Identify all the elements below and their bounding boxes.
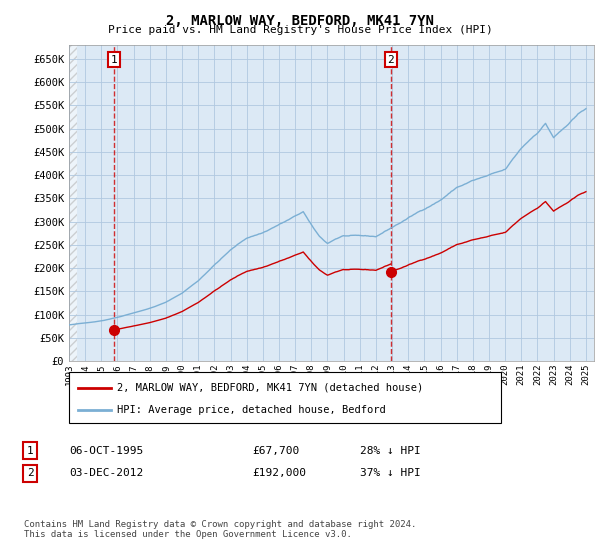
Text: 2: 2 [26, 468, 34, 478]
Text: £67,700: £67,700 [252, 446, 299, 456]
Text: 2, MARLOW WAY, BEDFORD, MK41 7YN (detached house): 2, MARLOW WAY, BEDFORD, MK41 7YN (detach… [117, 382, 423, 393]
Text: 2: 2 [388, 55, 394, 65]
Text: Price paid vs. HM Land Registry's House Price Index (HPI): Price paid vs. HM Land Registry's House … [107, 25, 493, 35]
Text: Contains HM Land Registry data © Crown copyright and database right 2024.
This d: Contains HM Land Registry data © Crown c… [24, 520, 416, 539]
Text: 1: 1 [110, 55, 118, 65]
Text: 03-DEC-2012: 03-DEC-2012 [69, 468, 143, 478]
Text: 37% ↓ HPI: 37% ↓ HPI [360, 468, 421, 478]
Text: HPI: Average price, detached house, Bedford: HPI: Average price, detached house, Bedf… [117, 405, 386, 415]
Text: 1: 1 [26, 446, 34, 456]
Polygon shape [69, 45, 77, 361]
Text: 28% ↓ HPI: 28% ↓ HPI [360, 446, 421, 456]
Text: 2, MARLOW WAY, BEDFORD, MK41 7YN: 2, MARLOW WAY, BEDFORD, MK41 7YN [166, 14, 434, 28]
Text: 06-OCT-1995: 06-OCT-1995 [69, 446, 143, 456]
Text: £192,000: £192,000 [252, 468, 306, 478]
